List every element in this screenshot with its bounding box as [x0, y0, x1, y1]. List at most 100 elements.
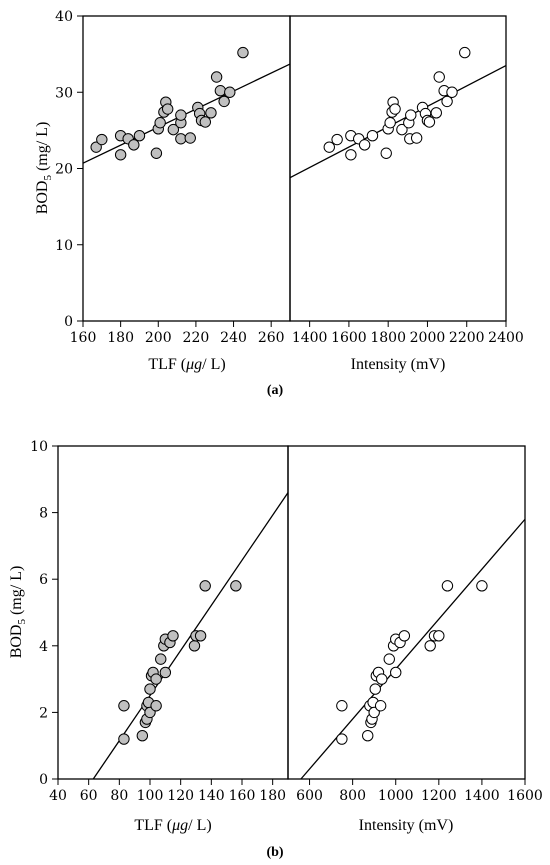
data-point-a-right-21: [423, 116, 436, 128]
tick-labels-b-right: 600 800 1000 1200 1400 1600: [296, 788, 543, 804]
data-point-a-left-0: [90, 141, 102, 153]
tick-marks-a-left: [77, 15, 272, 327]
data-point-a-right-12: [389, 103, 401, 115]
x-tick-label-b-left-3: 100: [137, 788, 164, 804]
x-tick-label-a-left-2: 200: [145, 330, 172, 346]
x-tick-label-a-right-4: 2200: [449, 330, 485, 346]
xlabel-a-left: TLF (μg/ L): [148, 356, 225, 373]
y-tick-label-b-left-1: 2: [39, 705, 48, 721]
plot-frame-b-right: [287, 445, 526, 780]
data-point-b-right-22: [441, 580, 454, 592]
tick-marks-a-right: [309, 321, 507, 327]
x-tick-label-b-right-4: 1400: [464, 788, 500, 804]
tick-marks-b-left: [52, 445, 274, 785]
x-tick-label-b-left-6: 160: [229, 788, 256, 804]
x-tick-label-a-left-4: 240: [220, 330, 247, 346]
trendline-a-left: [82, 63, 291, 164]
data-points-b-right: [336, 580, 488, 745]
x-tick-label-a-right-5: 2400: [488, 330, 524, 346]
x-tick-label-a-left-5: 260: [258, 330, 285, 346]
x-tick-label-b-left-1: 60: [80, 788, 98, 804]
data-point-a-left-16: [175, 109, 187, 121]
data-point-a-right-0: [323, 141, 335, 153]
data-points-a-left: [90, 46, 249, 161]
plot-frame-b-left: [57, 445, 289, 780]
y-tick-label-b-left-2: 4: [39, 639, 48, 655]
caption-b: (b): [266, 845, 283, 860]
data-point-a-right-22: [430, 107, 442, 119]
panel-b: 40 60 80 100 120 140 160 180 0 2 4 6 8 10 600 800 1000 1…: [8, 439, 543, 860]
x-tick-label-b-left-4: 120: [167, 788, 194, 804]
data-point-a-left-13: [167, 123, 180, 136]
x-tick-label-a-left-1: 180: [107, 330, 134, 346]
data-point-a-right-25: [441, 95, 453, 108]
x-tick-label-a-left-3: 220: [183, 330, 210, 346]
data-point-a-left-17: [184, 132, 196, 144]
y-tick-label-a-left-1: 10: [55, 238, 73, 254]
data-point-a-right-7: [380, 147, 392, 159]
data-point-b-left-21: [194, 630, 207, 642]
data-point-b-right-19: [424, 640, 436, 652]
x-tick-label-b-right-1: 800: [339, 788, 366, 804]
data-point-b-right-12: [376, 673, 388, 685]
data-point-a-right-17: [410, 132, 423, 144]
tick-labels-a-left: 160 180 200 220 240 260 0 10 20 30 40: [55, 9, 284, 346]
data-point-a-left-26: [224, 86, 236, 98]
y-tick-label-b-left-4: 8: [39, 506, 48, 522]
data-point-b-left-8: [144, 683, 156, 695]
tick-labels-a-right: 1400 1600 1800 2000 2200 2400: [292, 330, 524, 346]
plot-frame-a-left: [82, 15, 291, 322]
y-tick-label-a-left-2: 20: [55, 162, 73, 178]
y-tick-label-a-left-0: 0: [64, 314, 73, 330]
data-point-a-left-21: [199, 116, 212, 128]
x-tick-label-a-left-0: 160: [70, 330, 97, 346]
y-tick-label-b-left-0: 0: [39, 772, 48, 788]
data-point-a-right-1: [331, 133, 343, 146]
x-tick-label-b-right-2: 1000: [378, 788, 414, 804]
data-point-a-left-22: [205, 107, 217, 119]
x-tick-label-a-right-3: 2000: [410, 330, 446, 346]
data-point-b-left-23: [230, 580, 242, 592]
data-point-a-left-9: [154, 117, 166, 129]
x-tick-label-b-right-5: 1600: [507, 788, 543, 804]
data-point-b-right-21: [433, 630, 445, 642]
xlabel-b-left: TLF (μg/ L): [134, 817, 211, 834]
data-point-b-left-12: [150, 673, 162, 685]
x-tick-label-b-left-0: 40: [49, 788, 67, 804]
tick-labels-b-left: 40 60 80 100 120 140 160 180 0 2 4 6 8 10: [30, 439, 286, 804]
data-point-a-left-23: [210, 71, 223, 83]
data-point-b-left-16: [159, 666, 172, 679]
y-tick-label-b-left-3: 6: [39, 572, 48, 588]
tick-marks-b-right: [309, 779, 526, 785]
data-point-b-right-16: [390, 666, 402, 679]
data-point-a-left-7: [150, 147, 163, 159]
data-point-a-left-25: [218, 95, 230, 108]
plot-frame-a-right: [289, 15, 507, 322]
y-tick-label-a-left-4: 40: [55, 9, 73, 25]
data-point-b-left-13: [155, 653, 167, 665]
x-tick-label-a-right-0: 1400: [292, 330, 328, 346]
trendline-b-right: [300, 518, 526, 780]
x-tick-label-b-left-5: 140: [198, 788, 225, 804]
trendline-a-left: [82, 63, 291, 164]
data-point-b-left-1: [118, 700, 130, 712]
data-point-b-right-8: [369, 683, 381, 695]
ylabel-b: BOD5 (mg/ L): [8, 566, 28, 659]
data-point-b-right-18: [398, 630, 411, 642]
data-point-a-left-1: [96, 133, 108, 146]
data-point-a-right-26: [446, 86, 458, 98]
data-point-b-right-23: [476, 580, 488, 592]
x-tick-label-a-right-2: 1800: [370, 330, 406, 346]
data-point-b-left-22: [199, 580, 211, 592]
data-point-a-right-4: [358, 139, 371, 151]
xlabel-a-right: Intensity (mV): [351, 356, 446, 373]
data-point-b-left-19: [188, 640, 201, 652]
data-point-b-left-0: [118, 733, 130, 745]
trendline-a-right: [289, 64, 507, 179]
data-point-a-left-6: [114, 149, 127, 161]
data-points-a-right: [323, 46, 471, 161]
data-point-a-right-16: [405, 109, 417, 121]
data-point-b-right-2: [362, 730, 374, 742]
data-point-a-left-24: [214, 85, 227, 97]
